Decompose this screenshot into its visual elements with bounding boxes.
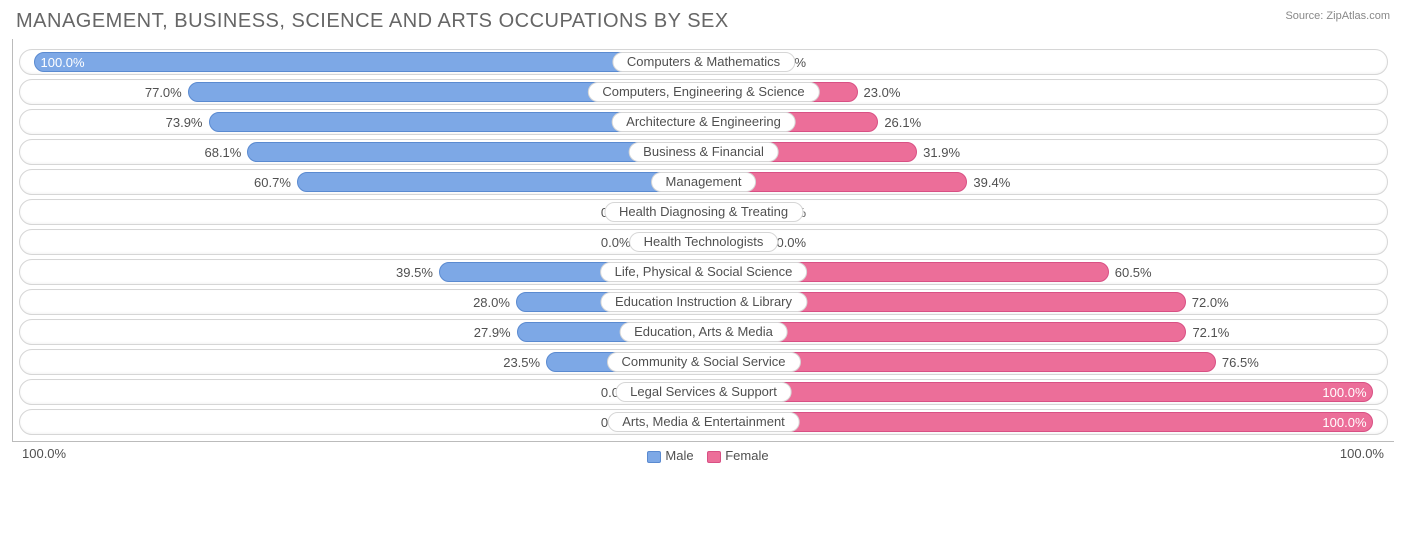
chart-row: 77.0% 23.0% Computers, Engineering & Scien… (19, 79, 1388, 105)
male-pct-label: 39.5% (396, 260, 433, 286)
female-bar (704, 382, 1374, 402)
male-pct-label: 60.7% (254, 170, 291, 196)
female-pct-label: 72.0% (1192, 290, 1229, 316)
category-label: Education, Arts & Media (619, 322, 788, 342)
category-label: Community & Social Service (607, 352, 801, 372)
female-pct-label: 100.0% (1322, 410, 1366, 436)
chart-row: 0.0%100.0%Arts, Media & Entertainment (19, 409, 1388, 435)
female-bar (704, 412, 1374, 432)
female-pct-label: 0.0% (776, 230, 806, 256)
diverging-bar-chart: 100.0%0.0%Computers & Mathematics77.0%23… (12, 39, 1394, 442)
category-label: Health Diagnosing & Treating (604, 202, 803, 222)
chart-row: 39.5% 60.5% Life, Physical & Social Scienc… (19, 259, 1388, 285)
category-label: Business & Financial (628, 142, 779, 162)
male-pct-label: 68.1% (204, 140, 241, 166)
chart-row: 0.0%100.0%Legal Services & Support (19, 379, 1388, 405)
chart-legend: Male Female (637, 446, 768, 463)
category-label: Education Instruction & Library (600, 292, 807, 312)
chart-row: 100.0%0.0%Computers & Mathematics (19, 49, 1388, 75)
female-pct-label: 76.5% (1222, 350, 1259, 376)
source-label: Source: (1285, 10, 1323, 22)
category-label: Life, Physical & Social Science (600, 262, 808, 282)
category-label: Health Technologists (629, 232, 779, 252)
axis-left-label: 100.0% (22, 446, 66, 463)
legend-label-male: Male (665, 448, 693, 463)
chart-row: 27.9% 72.1% Education, Arts & Media (19, 319, 1388, 345)
chart-header: MANAGEMENT, BUSINESS, SCIENCE AND ARTS O… (12, 8, 1394, 39)
male-pct-label: 28.0% (473, 290, 510, 316)
female-pct-label: 100.0% (1322, 380, 1366, 406)
female-pct-label: 39.4% (973, 170, 1010, 196)
chart-title: MANAGEMENT, BUSINESS, SCIENCE AND ARTS O… (16, 10, 729, 33)
chart-row: 73.9% 26.1% Architecture & Engineering (19, 109, 1388, 135)
category-label: Computers, Engineering & Science (587, 82, 819, 102)
female-pct-label: 23.0% (864, 80, 901, 106)
legend-swatch-male (647, 451, 661, 463)
category-label: Architecture & Engineering (611, 112, 796, 132)
chart-row: 28.0% 72.0% Education Instruction & Librar… (19, 289, 1388, 315)
female-pct-label: 60.5% (1115, 260, 1152, 286)
legend-swatch-female (707, 451, 721, 463)
chart-row: 68.1% 31.9% Business & Financial (19, 139, 1388, 165)
male-pct-label: 73.9% (166, 110, 203, 136)
male-bar (34, 52, 704, 72)
axis-right-label: 100.0% (1340, 446, 1384, 463)
chart-row: 60.7% 39.4% Management (19, 169, 1388, 195)
category-label: Legal Services & Support (615, 382, 792, 402)
male-bar (297, 172, 704, 192)
female-pct-label: 31.9% (923, 140, 960, 166)
category-label: Computers & Mathematics (612, 52, 795, 72)
category-label: Management (651, 172, 757, 192)
chart-source: Source: ZipAtlas.com (1285, 10, 1390, 22)
chart-row: 0.0% 0.0%Health Technologists (19, 229, 1388, 255)
female-pct-label: 26.1% (884, 110, 921, 136)
source-site: ZipAtlas.com (1326, 10, 1390, 22)
female-pct-label: 72.1% (1192, 320, 1229, 346)
axis-labels: 100.0% Male Female 100.0% (12, 442, 1394, 463)
male-pct-label: 27.9% (474, 320, 511, 346)
male-pct-label: 100.0% (41, 50, 85, 76)
legend-label-female: Female (725, 448, 768, 463)
chart-row: 23.5% 76.5% Community & Social Service (19, 349, 1388, 375)
male-pct-label: 0.0% (601, 230, 631, 256)
male-pct-label: 77.0% (145, 80, 182, 106)
male-pct-label: 23.5% (503, 350, 540, 376)
category-label: Arts, Media & Entertainment (607, 412, 800, 432)
chart-row: 0.0%0.0%Health Diagnosing & Treating (19, 199, 1388, 225)
